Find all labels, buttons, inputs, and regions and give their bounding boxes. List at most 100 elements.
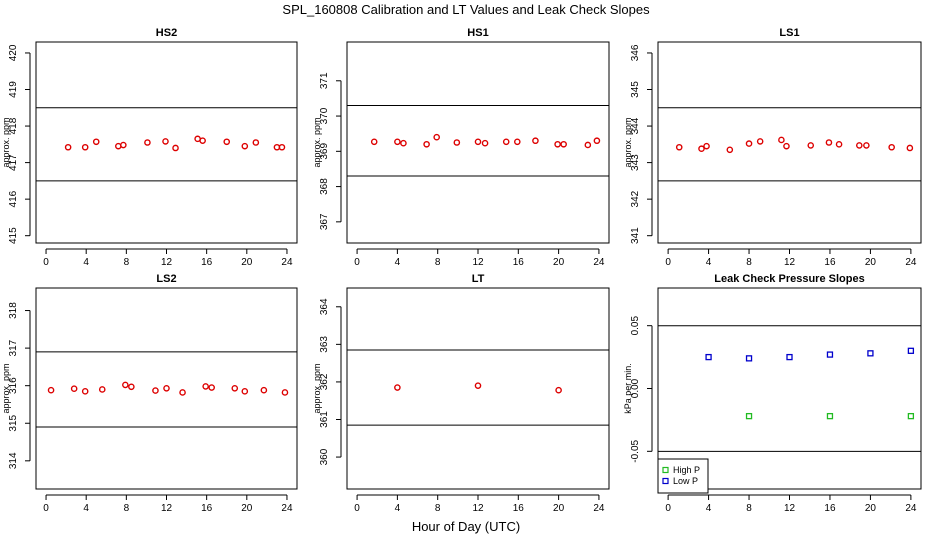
data-point [675,143,683,151]
data-point [726,146,734,154]
y-tick-label: 415 [8,227,19,244]
y-axis-label: kPa per min. [623,363,633,414]
data-point [144,139,151,146]
x-tick-label: 8 [124,257,130,268]
x-tick-label: 16 [201,503,213,514]
y-tick-label: 0.00 [630,378,641,398]
y-tick-label: 418 [8,117,19,134]
x-tick-label: 24 [905,257,917,268]
data-point [98,386,106,393]
data-point [172,144,179,152]
data-point [70,385,78,392]
data-point [532,137,539,145]
data-point [502,138,510,146]
x-tick-label: 24 [281,257,293,268]
y-tick-label: 367 [319,213,330,230]
x-tick-label: 20 [241,257,253,268]
x-tick-label: 8 [746,257,752,268]
x-tick-label: 20 [553,257,565,268]
data-point [231,385,239,392]
x-tick-label: 12 [784,503,796,514]
panel-lt: LT 0 4 8 12 16 20 24 360 361 362 363 364 approx. ppm [312,273,610,514]
panel-ls1: LS1 0 4 8 12 16 20 24 341 342 343 344 345 346 approx. … [623,27,922,268]
low-p-point [705,353,712,361]
data-point [745,140,753,147]
plot-frame [657,287,922,490]
y-axis-label: approx. ppm [1,363,11,413]
y-tick-label: 417 [8,154,19,171]
data-point [433,133,440,141]
data-point [481,139,489,147]
y-tick-label: 344 [630,117,641,134]
legend-marker-high-p [662,466,669,474]
data-point [756,138,764,145]
x-tick-label: 20 [241,503,253,514]
x-tick-label: 4 [706,257,712,268]
low-p-point [745,355,753,362]
y-tick-label: 0.05 [630,316,641,336]
x-tick-label: 4 [395,257,401,268]
plot-frame [35,287,298,490]
data-point [223,138,231,146]
x-tick-label: 8 [435,503,441,514]
data-point [281,389,289,396]
x-tick-label: 0 [43,257,49,268]
y-tick-label: 318 [8,302,19,319]
legend-box [657,458,709,494]
x-tick-label: 4 [83,503,89,514]
x-tick-label: 16 [824,503,836,514]
data-point [162,138,169,145]
data-point [514,138,521,146]
data-point [778,136,785,144]
data-point [453,139,461,146]
data-point [783,142,790,150]
y-tick-label: 363 [319,336,330,353]
y-tick-label: 362 [319,373,330,390]
x-tick-label: 16 [201,257,213,268]
y-tick-label: 370 [319,107,330,124]
plot-frame [346,41,610,244]
x-tick-label: 0 [665,257,671,268]
data-point [423,140,430,148]
data-point [152,387,159,394]
data-point [202,383,209,390]
data-point [835,141,843,148]
panel-title: HS1 [467,27,488,39]
legend-label-low-p: Low P [673,476,698,486]
y-tick-label: 364 [319,298,330,315]
y-tick-label: 345 [630,81,641,98]
x-tick-label: 0 [354,503,360,514]
data-point [252,139,260,146]
data-point [584,141,592,149]
data-point [863,142,870,149]
data-point [241,142,249,150]
data-point [394,138,401,146]
x-tick-label: 12 [472,503,484,514]
data-point [120,141,127,149]
panel-title: LS2 [156,273,176,285]
y-tick-label: 416 [8,190,19,207]
y-tick-label: 341 [630,227,641,244]
data-point [474,382,482,389]
legend-marker-low-p [662,477,669,485]
low-p-point [867,350,874,357]
x-tick-label: 20 [553,503,565,514]
data-point [81,388,89,395]
panel-hs2: HS2 0 4 8 12 16 20 24 415 416 417 418 419 420 approx. … [1,27,298,268]
data-point [855,142,863,149]
data-point [260,386,268,394]
data-point [555,386,562,394]
y-tick-label: -0.05 [630,439,641,462]
y-tick-label: 371 [319,72,330,89]
y-tick-label: 369 [319,143,330,160]
panel-hs1: HS1 0 4 8 12 16 20 24 367 368 369 370 371 approx. ppm [312,27,610,268]
data-point [199,137,206,144]
x-tick-label: 8 [746,503,752,514]
y-tick-label: 420 [8,44,19,61]
data-point [888,143,895,151]
y-axis-label: approx. ppm [312,117,322,167]
panel-ls2: LS2 0 4 8 12 16 20 24 314 315 316 317 318 approx. ppm [1,273,298,514]
panel-title: HS2 [156,27,177,39]
